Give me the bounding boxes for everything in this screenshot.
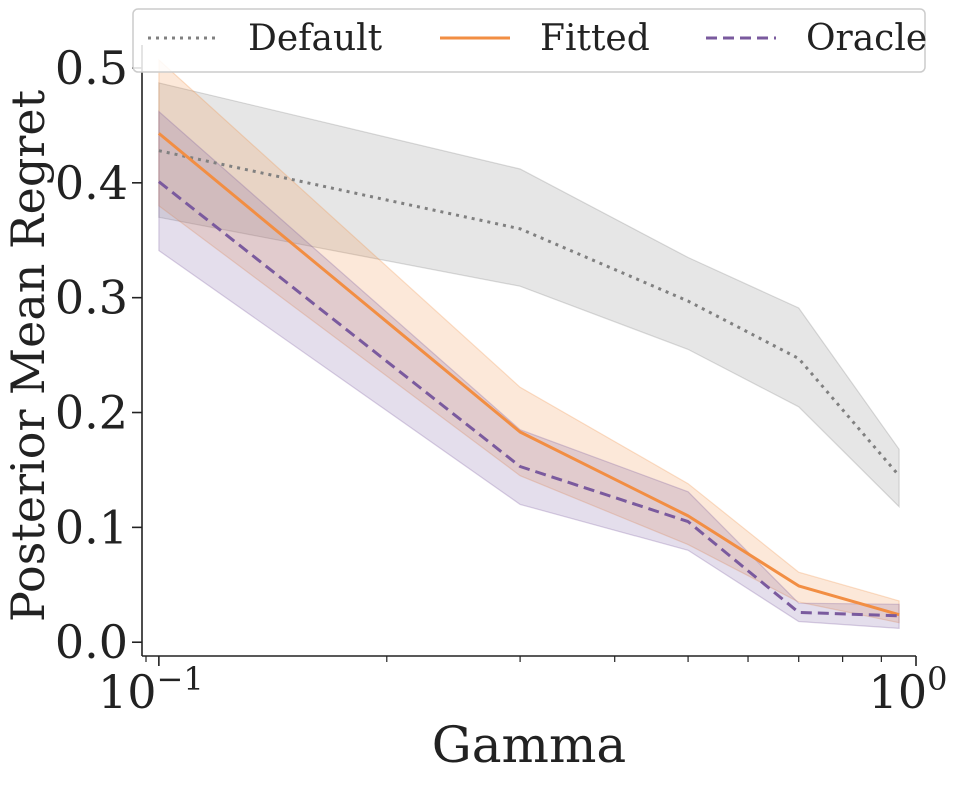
legend-frame (132, 8, 926, 73)
series-lines (157, 132, 901, 618)
legend-label-default: Default (248, 18, 383, 59)
x-axis-label: Gamma (432, 716, 626, 774)
y-axis-label: Posterior Mean Regret (1, 89, 55, 622)
confidence-bands (158, 58, 900, 630)
line-default (158, 149, 901, 477)
y-tick-label: 0.2 (55, 386, 128, 440)
line-oracle (157, 180, 900, 618)
x-tick-label: 100 (869, 660, 948, 719)
y-tick-label: 0.1 (55, 500, 128, 554)
x-ticks: 10−1 100 (98, 656, 947, 719)
legend-label-oracle: Oracle (806, 18, 927, 59)
y-tick-label: 0.5 (55, 41, 128, 95)
band-oracle (158, 110, 900, 630)
legend-label-fitted: Fitted (540, 18, 650, 59)
legend: Default Fitted Oracle (132, 8, 927, 73)
x-tick-label: 10−1 (98, 660, 204, 719)
y-tick-label: 0.0 (55, 615, 128, 669)
line-fitted (157, 132, 900, 617)
band-default (158, 82, 900, 509)
axes (141, 45, 916, 657)
band-fitted (158, 58, 900, 624)
x-minor-ticks (145, 656, 882, 662)
y-tick-label: 0.4 (55, 156, 128, 210)
y-ticks: 0.0 0.1 0.2 0.3 0.4 0.5 (55, 41, 142, 669)
y-tick-label: 0.3 (55, 271, 128, 325)
